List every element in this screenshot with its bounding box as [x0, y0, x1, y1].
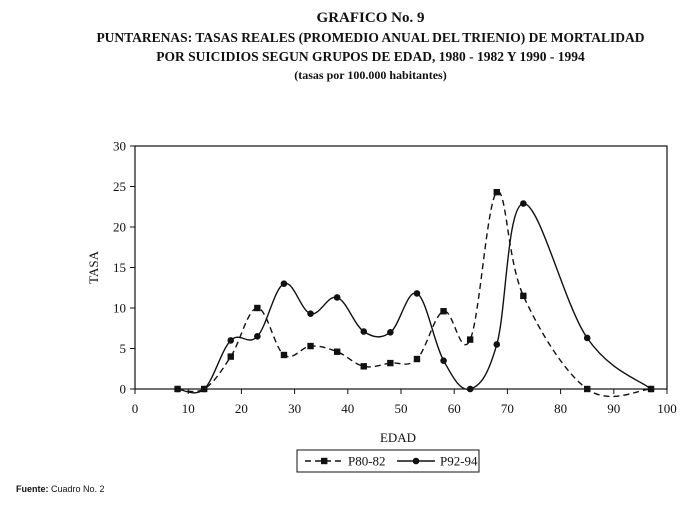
chart-titles: GRAFICO No. 9 PUNTARENAS: TASAS REALES (… — [0, 8, 691, 84]
y-axis-label: TASA — [86, 250, 101, 284]
y-tick-label: 5 — [120, 341, 127, 356]
data-point — [520, 292, 527, 300]
y-tick-label: 30 — [113, 139, 126, 154]
x-tick-label: 60 — [448, 401, 461, 416]
data-point — [280, 351, 288, 359]
data-point — [584, 385, 591, 393]
plot-border — [134, 145, 668, 390]
x-axis-label: EDAD — [380, 430, 416, 445]
chart-subtitle-line1: PUNTARENAS: TASAS REALES (PROMEDIO ANUAL… — [96, 30, 645, 45]
y-axis-ticks: 0 5 10 15 20 25 30 — [113, 139, 135, 397]
data-point — [466, 336, 474, 343]
series-line — [177, 202, 652, 394]
data-point — [466, 385, 474, 393]
data-point — [307, 310, 314, 317]
legend-label: P80-82 — [348, 454, 386, 469]
chart-subtitle-line2: POR SUICIDIOS SEGUN GRUPOS DE EDAD, 1980… — [156, 49, 585, 64]
data-point — [227, 353, 234, 360]
chart-title: GRAFICO No. 9 — [316, 10, 425, 26]
x-tick-label: 10 — [182, 401, 195, 416]
x-tick-label: 40 — [341, 401, 354, 416]
legend: P80-82 P92-94 — [296, 449, 480, 473]
source-text: Cuadro No. 2 — [51, 484, 105, 494]
data-point — [254, 333, 261, 340]
source-label: Fuente: — [16, 484, 49, 494]
x-tick-label: 0 — [132, 401, 139, 416]
data-point — [440, 308, 447, 315]
data-point — [387, 359, 394, 367]
y-tick-label: 20 — [113, 220, 126, 235]
series-line — [177, 191, 652, 398]
data-point — [333, 294, 341, 301]
data-point — [360, 363, 367, 370]
data-point — [493, 341, 501, 348]
x-tick-label: 80 — [554, 401, 567, 416]
data-point — [227, 337, 235, 344]
data-point — [360, 328, 368, 335]
series-layer — [174, 188, 655, 398]
legend-item: P80-82 — [305, 454, 386, 469]
x-tick-label: 30 — [288, 401, 301, 416]
x-axis-ticks: 0 10 20 30 40 50 60 70 80 90 100 — [132, 389, 677, 416]
series-P92-94 — [174, 200, 655, 394]
data-point — [493, 188, 500, 196]
x-tick-label: 20 — [235, 401, 248, 416]
y-tick-label: 25 — [113, 179, 126, 194]
x-tick-label: 70 — [501, 401, 514, 416]
legend-label: P92-94 — [440, 454, 478, 469]
data-point — [307, 342, 314, 350]
legend-marker — [321, 457, 328, 465]
legend-box — [296, 449, 480, 473]
data-point — [254, 304, 261, 312]
plot-frame — [134, 145, 668, 390]
data-point — [647, 385, 655, 393]
data-point — [413, 355, 421, 363]
source-note: Fuente: Cuadro No. 2 — [16, 484, 105, 494]
data-point — [200, 385, 208, 393]
y-tick-label: 10 — [113, 301, 126, 316]
legend-marker — [412, 457, 420, 465]
x-tick-label: 90 — [607, 401, 620, 416]
data-point — [583, 334, 591, 342]
legend-item: P92-94 — [397, 454, 478, 469]
y-tick-label: 15 — [113, 260, 126, 275]
data-point — [333, 348, 341, 355]
y-tick-label: 0 — [120, 382, 127, 397]
x-tick-label: 100 — [657, 401, 677, 416]
data-point — [520, 200, 527, 207]
data-point — [440, 357, 447, 364]
x-tick-label: 50 — [395, 401, 408, 416]
data-point — [413, 290, 421, 297]
data-point — [174, 385, 181, 393]
data-point — [280, 280, 288, 288]
data-point — [387, 329, 394, 336]
chart-subtitle-units: (tasas por 100.000 habitantes) — [294, 68, 447, 82]
